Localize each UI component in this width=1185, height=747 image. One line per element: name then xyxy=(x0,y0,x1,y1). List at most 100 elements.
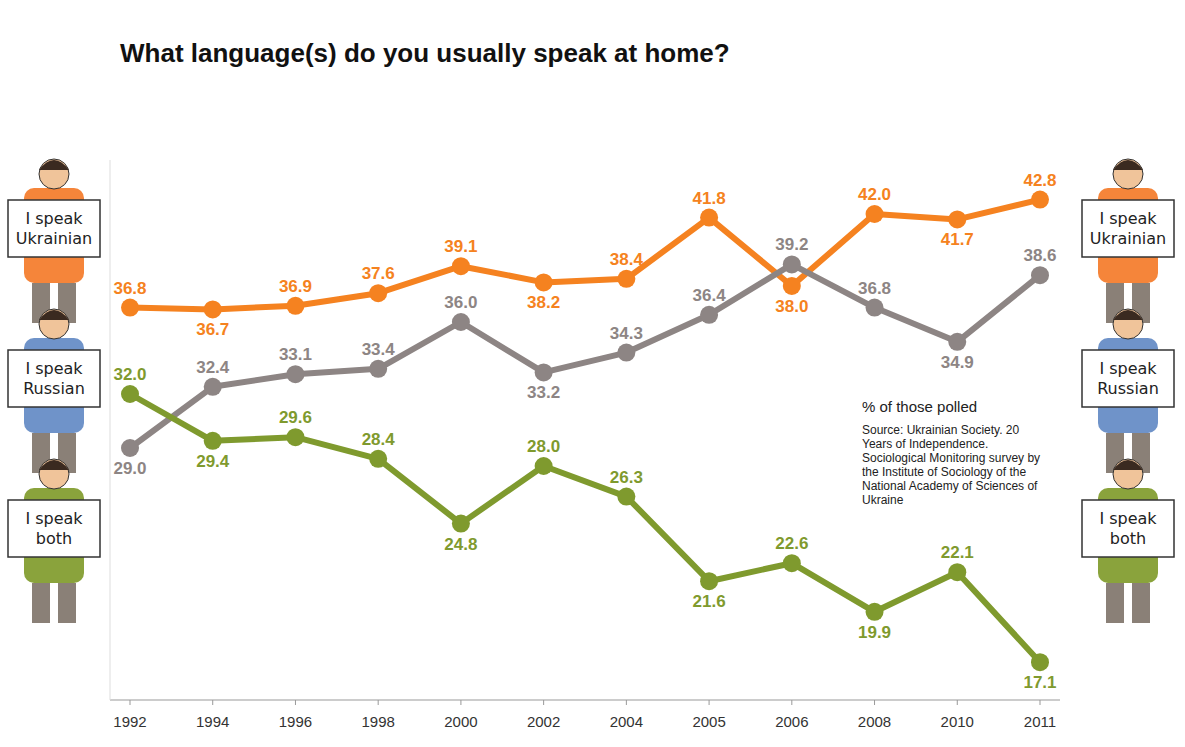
data-label: 36.9 xyxy=(279,277,312,296)
x-tick xyxy=(543,700,544,705)
sign-text: I speakUkrainian xyxy=(16,209,92,248)
series-line xyxy=(130,200,1040,310)
figure-hair xyxy=(39,310,69,320)
point xyxy=(204,432,222,450)
point xyxy=(452,313,470,331)
figure-hair xyxy=(1113,160,1143,170)
data-label: 17.1 xyxy=(1023,673,1056,692)
sign-board xyxy=(1082,500,1174,557)
point xyxy=(700,572,718,590)
point xyxy=(783,277,801,295)
x-tick-label: 2006 xyxy=(775,713,808,730)
data-label: 21.6 xyxy=(693,592,726,611)
x-tick-label: 1998 xyxy=(361,713,394,730)
chart: What language(s) do you usually speak at… xyxy=(0,0,1185,747)
data-label: 39.2 xyxy=(775,235,808,254)
data-label: 24.8 xyxy=(444,535,477,554)
data-label: 36.4 xyxy=(693,286,727,305)
point xyxy=(535,457,553,475)
sign-text: I speakRussian xyxy=(23,359,85,398)
x-tick xyxy=(378,700,379,705)
data-label: 22.1 xyxy=(941,543,974,562)
point xyxy=(452,257,470,275)
point xyxy=(204,300,222,318)
sign-figure: I speakRussian xyxy=(8,309,100,473)
sign-board xyxy=(8,500,100,557)
x-tick-label: 2005 xyxy=(692,713,725,730)
data-label: 29.0 xyxy=(113,459,146,478)
point xyxy=(535,363,553,381)
figure-leg xyxy=(58,583,76,623)
x-tick xyxy=(957,700,958,705)
data-label: 38.4 xyxy=(610,250,644,269)
figure-hair xyxy=(1113,310,1143,320)
sign-text: I speakUkrainian xyxy=(1090,209,1166,248)
point xyxy=(286,365,304,383)
point xyxy=(121,439,139,457)
point xyxy=(866,299,884,317)
point xyxy=(617,270,635,288)
data-label: 36.8 xyxy=(113,279,146,298)
figure-head xyxy=(39,459,69,489)
point xyxy=(121,385,139,403)
data-label: 26.3 xyxy=(610,468,643,487)
point xyxy=(700,209,718,227)
source-note: Source: Ukrainian Society. 20Years of In… xyxy=(862,423,1040,507)
point xyxy=(866,603,884,621)
figure-hair xyxy=(39,460,69,470)
point xyxy=(286,428,304,446)
figure-head xyxy=(1113,459,1143,489)
x-tick-label: 1994 xyxy=(196,713,229,730)
sign-figure: I speakRussian xyxy=(1082,309,1174,473)
point xyxy=(948,563,966,581)
sign-board xyxy=(8,350,100,407)
marks xyxy=(121,191,1049,672)
point xyxy=(1031,653,1049,671)
sign-text: I speakboth xyxy=(1099,509,1157,548)
point xyxy=(1031,266,1049,284)
sign-board xyxy=(8,200,100,257)
x-tick-label: 2002 xyxy=(527,713,560,730)
sign-figure: I speakboth xyxy=(1082,459,1174,623)
x-tick xyxy=(130,700,131,705)
x-tick-label: 2008 xyxy=(858,713,891,730)
x-tick xyxy=(460,700,461,705)
annotation: % of those polled xyxy=(862,398,977,415)
data-label: 34.3 xyxy=(610,324,643,343)
data-label: 32.0 xyxy=(113,365,146,384)
point xyxy=(286,297,304,315)
figure-head xyxy=(39,309,69,339)
x-tick xyxy=(791,700,792,705)
series-line xyxy=(130,264,1040,448)
point xyxy=(700,306,718,324)
x-tick-label: 2000 xyxy=(444,713,477,730)
x-tick-label: 2010 xyxy=(941,713,974,730)
figure-head xyxy=(1113,159,1143,189)
data-label: 22.6 xyxy=(775,534,808,553)
figure-leg xyxy=(32,583,50,623)
x-tick-label: 2004 xyxy=(610,713,643,730)
x-tick xyxy=(874,700,875,705)
data-label: 36.7 xyxy=(196,320,229,339)
data-label: 28.0 xyxy=(527,437,560,456)
sign-text: I speakRussian xyxy=(1097,359,1159,398)
data-label: 32.4 xyxy=(196,358,230,377)
point xyxy=(204,378,222,396)
figure-head xyxy=(39,159,69,189)
series-line xyxy=(130,394,1040,662)
x-tick xyxy=(212,700,213,705)
x-tick xyxy=(1040,700,1041,705)
figure-leg xyxy=(1106,583,1124,623)
x-tick-label: 1992 xyxy=(113,713,146,730)
title: What language(s) do you usually speak at… xyxy=(120,38,730,68)
x-tick xyxy=(295,700,296,705)
x-tick-label: 1996 xyxy=(279,713,312,730)
figure-head xyxy=(1113,309,1143,339)
point xyxy=(783,255,801,273)
point xyxy=(866,205,884,223)
x-tick xyxy=(709,700,710,705)
point xyxy=(369,450,387,468)
data-label: 39.1 xyxy=(444,237,477,256)
point xyxy=(783,554,801,572)
sign-board xyxy=(1082,200,1174,257)
